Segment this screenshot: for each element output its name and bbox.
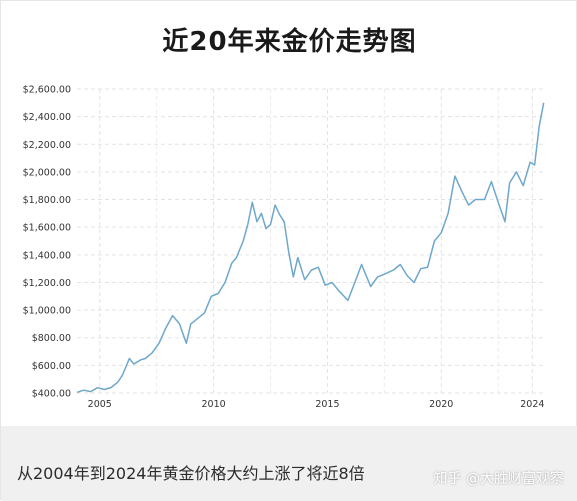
series-layer bbox=[76, 102, 545, 394]
y-tick-label: $1,200.00 bbox=[23, 278, 71, 289]
y-tick-label: $800.00 bbox=[32, 333, 71, 344]
gold-price-line bbox=[76, 102, 545, 394]
y-tick-label: $2,600.00 bbox=[23, 85, 71, 96]
line-chart: $400.00 $600.00 $800.00 $1,000.00 $1,200.00 $… bbox=[23, 85, 546, 411]
chart-caption: 从2004年到2024年黄金价格大约上涨了将近8倍 bbox=[17, 464, 365, 483]
caption-bar bbox=[1, 426, 577, 501]
x-tick-label: 2005 bbox=[88, 399, 112, 410]
y-tick-label: $1,400.00 bbox=[23, 250, 71, 261]
y-tick-label: $1,000.00 bbox=[23, 306, 71, 317]
x-tick-label: 2010 bbox=[202, 399, 226, 410]
y-tick-label: $1,800.00 bbox=[23, 195, 71, 206]
y-tick-label: $400.00 bbox=[32, 389, 71, 400]
x-tick-label: 2024 bbox=[520, 399, 544, 410]
watermark-text: 知乎 @大胜财富观察 bbox=[433, 471, 564, 487]
x-tick-label: 2015 bbox=[315, 399, 339, 410]
y-tick-label: $600.00 bbox=[32, 361, 71, 372]
axis-labels: $400.00 $600.00 $800.00 $1,000.00 $1,200.00 $… bbox=[23, 85, 545, 411]
chart-title: 近20年来金价走势图 bbox=[162, 27, 417, 57]
y-tick-label: $1,600.00 bbox=[23, 223, 71, 234]
x-tick-label: 2020 bbox=[429, 399, 453, 410]
grid-lines bbox=[77, 88, 546, 394]
y-tick-label: $2,000.00 bbox=[23, 167, 71, 178]
y-tick-label: $2,400.00 bbox=[23, 112, 71, 123]
y-tick-label: $2,200.00 bbox=[23, 140, 71, 151]
